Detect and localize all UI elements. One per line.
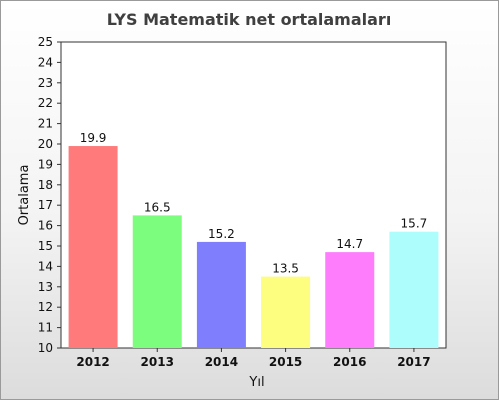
y-tick-label: 24 — [38, 55, 53, 69]
bar-series: 19.9 16.5 15.2 13.5 14.7 15.7 — [68, 131, 439, 348]
bar-2016 — [325, 252, 375, 348]
y-tick-label: 19 — [38, 157, 53, 171]
y-axis: 10 11 12 13 14 15 16 17 18 19 20 21 22 23 24 25 — [38, 35, 61, 355]
x-tick-label-2016: 2016 — [333, 355, 366, 369]
chart-title: LYS Matematik net ortalamaları — [107, 10, 392, 29]
data-label-2017: 15.7 — [401, 217, 428, 231]
y-tick-label: 18 — [38, 178, 53, 192]
y-tick-label: 13 — [38, 280, 53, 294]
y-tick-label: 12 — [38, 300, 53, 314]
bar-2014 — [196, 241, 246, 348]
y-tick-label: 10 — [38, 341, 53, 355]
x-axis-title: Yıl — [248, 375, 264, 390]
x-tick-label-2013: 2013 — [141, 355, 174, 369]
y-axis-title: Ortalama — [17, 165, 32, 226]
x-tick-label-2015: 2015 — [269, 355, 302, 369]
bar-2013 — [132, 215, 182, 348]
y-tick-label: 20 — [38, 137, 53, 151]
x-axis: 2012 2013 2014 2015 2016 2017 — [76, 348, 431, 369]
y-tick-label: 23 — [38, 76, 53, 90]
data-label-2016: 14.7 — [336, 237, 363, 251]
x-tick-label-2017: 2017 — [397, 355, 430, 369]
y-tick-label: 22 — [38, 96, 53, 110]
y-tick-label: 15 — [38, 239, 53, 253]
bar-2015 — [261, 276, 311, 348]
bar-2012 — [68, 146, 118, 348]
y-tick-label: 11 — [38, 321, 53, 335]
data-label-2014: 15.2 — [208, 227, 235, 241]
bar-2017 — [389, 231, 439, 348]
plot-area — [60, 41, 447, 349]
data-label-2012: 19.9 — [80, 131, 107, 145]
x-tick-label-2012: 2012 — [76, 355, 109, 369]
y-tick-label: 14 — [38, 259, 53, 273]
y-tick-label: 16 — [38, 219, 53, 233]
y-tick-label: 21 — [38, 117, 53, 131]
data-label-2015: 13.5 — [272, 262, 299, 276]
x-tick-label-2014: 2014 — [205, 355, 238, 369]
y-tick-label: 17 — [38, 198, 53, 212]
data-label-2013: 16.5 — [144, 200, 171, 214]
y-tick-label: 25 — [38, 35, 53, 49]
